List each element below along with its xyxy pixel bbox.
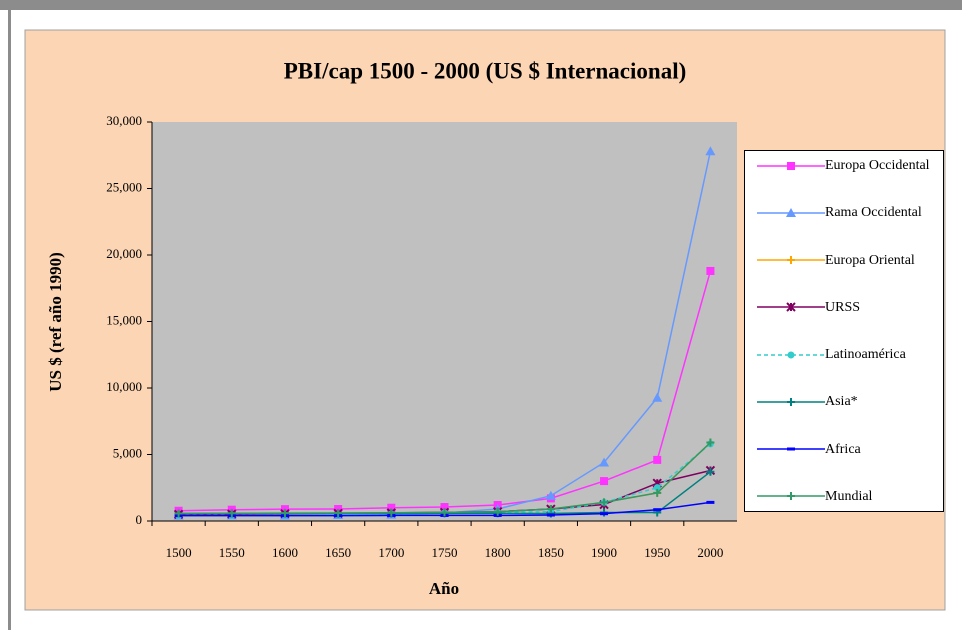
- marker: [706, 438, 715, 447]
- marker: [653, 455, 662, 464]
- marker: [653, 488, 662, 497]
- x-axis-label: Año: [429, 579, 459, 598]
- marker: [787, 492, 795, 501]
- legend-label: Asia*: [825, 394, 858, 410]
- legend-entry: URSS: [745, 299, 943, 316]
- legend-entry: Latinoamérica: [745, 346, 943, 363]
- legend-entry: Europa Oriental: [745, 252, 943, 269]
- marker: [546, 505, 555, 514]
- legend-entry: Europa Occidental: [745, 157, 943, 174]
- marker: [787, 447, 795, 451]
- legend-entry: Asia*: [745, 393, 943, 410]
- marker: [706, 500, 715, 504]
- marker: [174, 509, 183, 518]
- legend-label: Mundial: [825, 488, 873, 504]
- marker: [546, 513, 555, 517]
- legend-swatch: [757, 207, 825, 217]
- marker: [786, 302, 796, 313]
- marker: [706, 266, 715, 275]
- marker: [227, 509, 236, 518]
- y-axis-label: US $ (ref año 1990): [46, 252, 65, 391]
- x-tick-label: 1750: [432, 545, 458, 560]
- legend: Europa Occidental Rama Occidental Europa O…: [744, 150, 944, 512]
- legend-swatch: [757, 397, 825, 406]
- y-tick-label: 0: [136, 512, 143, 527]
- marker: [440, 503, 449, 512]
- legend-label: Latinoamérica: [825, 347, 906, 363]
- frame-top: [0, 0, 962, 10]
- legend-label: Europa Oriental: [825, 252, 915, 268]
- marker: [787, 256, 795, 265]
- legend-entry: Rama Occidental: [745, 204, 943, 221]
- marker: [440, 508, 449, 517]
- legend-swatch: [757, 256, 825, 265]
- legend-label: URSS: [825, 299, 861, 315]
- marker: [387, 508, 396, 517]
- marker: [653, 484, 661, 492]
- frame-left: [8, 10, 11, 630]
- marker: [599, 457, 610, 467]
- x-tick-label: 1900: [591, 545, 617, 560]
- marker: [787, 397, 795, 406]
- y-tick-label: 15,000: [106, 312, 142, 327]
- marker: [653, 508, 662, 512]
- x-tick-label: 1650: [325, 545, 351, 560]
- x-tick-label: 1800: [485, 545, 511, 560]
- marker: [387, 503, 396, 512]
- legend-label: Africa: [825, 441, 861, 457]
- legend-swatch: [757, 302, 825, 313]
- y-tick-label: 20,000: [106, 246, 142, 261]
- legend-label: Rama Occidental: [825, 205, 922, 221]
- x-tick-label: 1550: [219, 545, 245, 560]
- marker: [706, 467, 715, 476]
- y-tick-label: 10,000: [106, 379, 142, 394]
- marker: [600, 512, 609, 516]
- x-tick-label: 1600: [272, 545, 298, 560]
- y-tick-label: 30,000: [106, 113, 142, 128]
- marker: [652, 392, 663, 402]
- chart-title: PBI/cap 1500 - 2000 (US $ Internacional): [284, 58, 687, 83]
- x-tick-label: 1950: [644, 545, 670, 560]
- marker: [600, 498, 609, 507]
- legend-swatch: [757, 351, 825, 359]
- legend-swatch: [757, 161, 825, 170]
- marker: [545, 490, 556, 500]
- marker: [493, 507, 502, 516]
- marker: [787, 351, 795, 359]
- y-tick-label: 5,000: [113, 445, 142, 460]
- x-tick-label: 1850: [538, 545, 564, 560]
- marker: [334, 509, 343, 518]
- marker: [787, 161, 795, 170]
- legend-entry: Mundial: [745, 488, 943, 505]
- marker: [280, 509, 289, 518]
- legend-label: Europa Occidental: [825, 158, 930, 173]
- x-tick-label: 1700: [378, 545, 404, 560]
- legend-entry: Africa: [745, 441, 943, 458]
- marker: [786, 207, 796, 217]
- legend-swatch: [757, 447, 825, 451]
- series-line: [178, 443, 711, 517]
- plot-area: [152, 122, 737, 521]
- x-tick-label: 2000: [697, 545, 723, 560]
- marker: [600, 477, 609, 486]
- x-tick-label: 1500: [166, 545, 192, 560]
- marker: [705, 146, 716, 156]
- y-tick-label: 25,000: [106, 179, 142, 194]
- legend-swatch: [757, 492, 825, 501]
